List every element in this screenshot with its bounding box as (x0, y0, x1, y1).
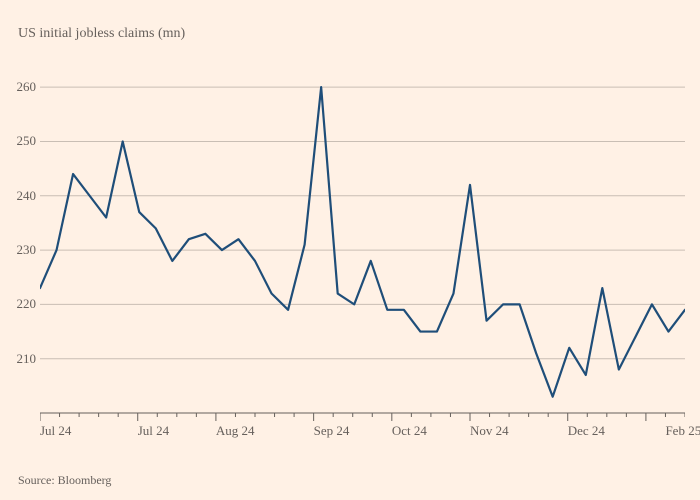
x-tick-label: Jul 24 (40, 423, 71, 439)
chart-container: US initial jobless claims (mn) Source: B… (0, 0, 700, 500)
y-tick-label: 260 (10, 79, 36, 95)
y-tick-label: 250 (10, 133, 36, 149)
x-tick-label: Dec 24 (568, 423, 605, 439)
x-tick-label: Jul 24 (138, 423, 169, 439)
x-tick-label: Aug 24 (216, 423, 255, 439)
chart-title: US initial jobless claims (mn) (18, 26, 185, 42)
line-chart-svg (40, 48, 685, 443)
y-tick-label: 230 (10, 242, 36, 258)
x-tick-label: Oct 24 (392, 423, 427, 439)
y-tick-label: 210 (10, 351, 36, 367)
plot-area (40, 48, 685, 443)
x-tick-label: Nov 24 (470, 423, 509, 439)
y-tick-label: 220 (10, 296, 36, 312)
chart-source: Source: Bloomberg (18, 473, 111, 488)
y-tick-label: 240 (10, 188, 36, 204)
x-tick-label: Feb 25 (665, 423, 700, 439)
x-tick-label: Sep 24 (314, 423, 350, 439)
